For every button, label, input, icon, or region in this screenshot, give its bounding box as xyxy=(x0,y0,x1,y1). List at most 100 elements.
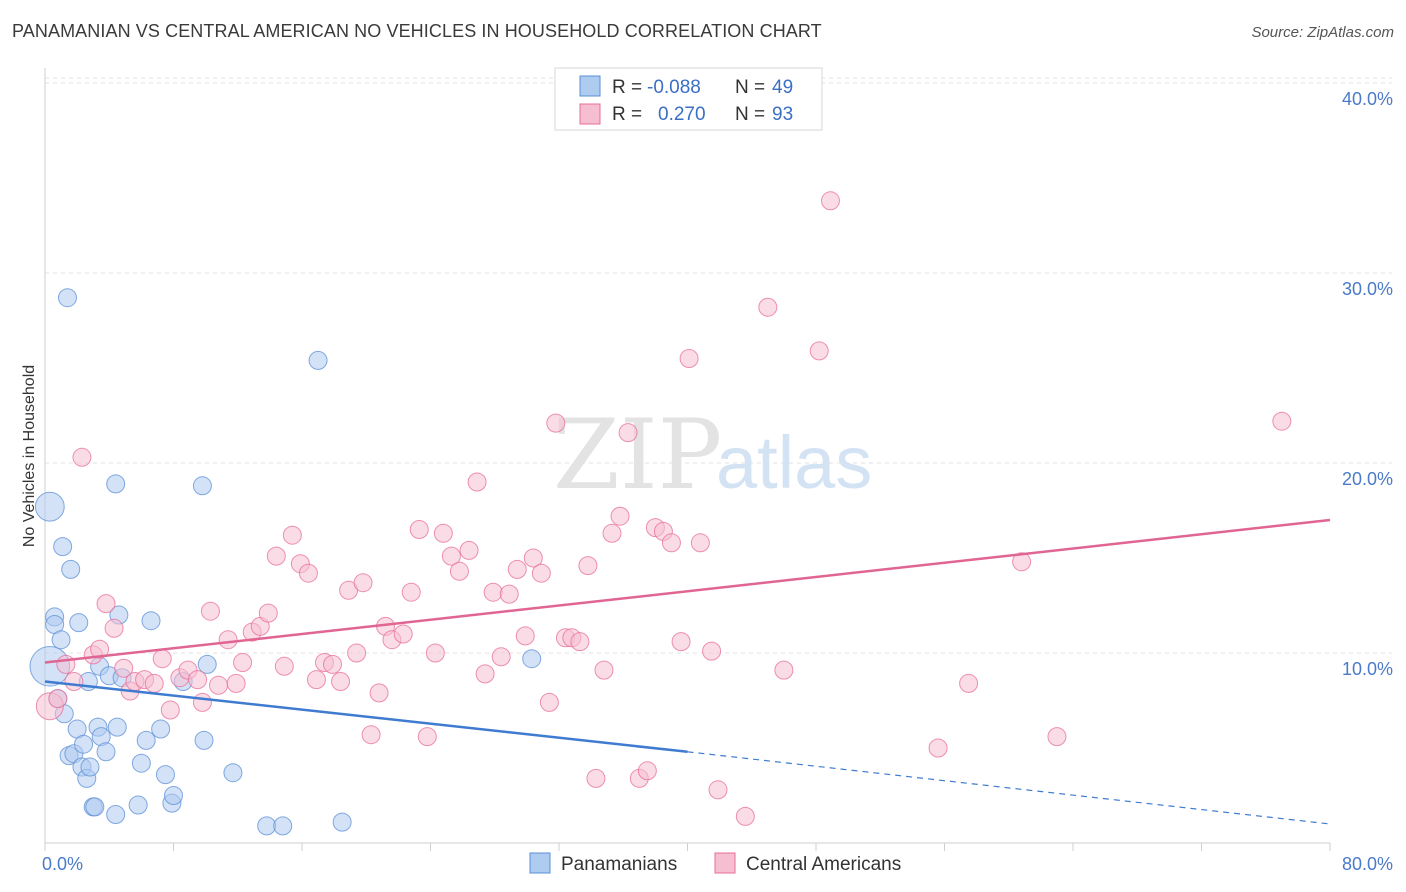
point-central-americans-51 xyxy=(449,561,469,581)
point-central-americans-56 xyxy=(491,647,511,667)
point-central-americans-38 xyxy=(347,643,367,663)
point-central-americans-86 xyxy=(809,341,829,361)
point-panamanians-32 xyxy=(131,753,151,773)
point-panamanians-41 xyxy=(194,730,214,750)
point-central-americans-59 xyxy=(515,626,535,646)
point-central-americans-77 xyxy=(661,533,681,553)
legend-n-label-2: N = xyxy=(735,104,765,125)
watermark: ZIP atlas xyxy=(553,399,872,511)
point-central-americans-21 xyxy=(208,675,228,695)
point-central-americans-79 xyxy=(679,349,699,368)
legend-n-label: N = xyxy=(735,77,765,98)
data-points xyxy=(29,191,1292,836)
point-central-americans-23 xyxy=(226,673,246,693)
bottom-legend-label-central-americans: Central Americans xyxy=(746,854,901,875)
point-central-americans-81 xyxy=(702,641,722,661)
chart-title: PANAMANIAN VS CENTRAL AMERICAN NO VEHICL… xyxy=(12,21,822,41)
point-central-americans-36 xyxy=(331,672,351,691)
bottom-legend-swatch-panamanians xyxy=(529,852,551,874)
point-central-americans-30 xyxy=(282,525,302,545)
point-panamanians-20 xyxy=(85,797,105,817)
legend-r-value-panamanians: -0.088 xyxy=(647,77,701,98)
point-panamanians-5 xyxy=(51,630,71,650)
point-central-americans-9 xyxy=(114,658,134,678)
point-central-americans-58 xyxy=(507,559,527,579)
point-central-americans-69 xyxy=(594,660,614,680)
point-central-americans-52 xyxy=(459,540,479,560)
point-central-americans-87 xyxy=(820,191,840,211)
watermark-zip: ZIP xyxy=(553,399,722,511)
point-central-americans-28 xyxy=(266,546,286,566)
point-central-americans-63 xyxy=(546,413,566,433)
point-central-americans-41 xyxy=(369,683,389,703)
point-central-americans-33 xyxy=(306,670,326,690)
point-central-americans-78 xyxy=(671,632,691,652)
point-panamanians-45 xyxy=(273,816,293,836)
point-panamanians-13 xyxy=(69,613,89,633)
point-central-americans-91 xyxy=(1047,727,1067,747)
point-central-americans-80 xyxy=(690,533,710,553)
point-panamanians-38 xyxy=(164,786,183,805)
point-central-americans-18 xyxy=(188,670,208,690)
point-central-americans-57 xyxy=(499,584,519,604)
point-panamanians-48 xyxy=(522,649,542,669)
point-panamanians-31 xyxy=(128,795,148,815)
bottom-legend-label-panamanians: Panamanians xyxy=(561,854,677,875)
point-central-americans-55 xyxy=(483,582,503,602)
point-central-americans-88 xyxy=(928,738,948,758)
point-central-americans-20 xyxy=(200,601,220,621)
legend-n-value-panamanians: 49 xyxy=(772,77,793,98)
point-central-americans-45 xyxy=(401,582,421,602)
legend-r-label-2: R = xyxy=(612,104,642,125)
point-central-americans-62 xyxy=(539,692,559,712)
point-central-americans-49 xyxy=(433,523,453,543)
trend-lines xyxy=(44,518,1331,825)
point-central-americans-19 xyxy=(192,692,212,712)
legend-r-value-central-americans: 0.270 xyxy=(658,104,706,125)
point-panamanians-42 xyxy=(197,654,217,674)
legend-swatch-panamanians xyxy=(579,75,601,97)
y-tick-labels: 10.0% 20.0% 30.0% 40.0% xyxy=(1342,89,1393,679)
point-central-americans-47 xyxy=(417,727,437,747)
point-central-americans-32 xyxy=(298,563,318,583)
point-central-americans-83 xyxy=(735,806,755,826)
point-panamanians-34 xyxy=(141,611,161,631)
x-tick-labels: 0.0% 80.0% xyxy=(42,854,1393,874)
point-panamanians-33 xyxy=(136,730,156,750)
trend-line-panamanians xyxy=(44,680,688,754)
point-panamanians-44 xyxy=(257,816,277,836)
point-central-americans-24 xyxy=(233,653,253,672)
point-panamanians-18 xyxy=(80,757,100,777)
point-central-americans-40 xyxy=(361,725,381,745)
point-central-americans-46 xyxy=(409,520,429,539)
point-central-americans-84 xyxy=(758,297,778,317)
legend-swatch-central-americans xyxy=(579,103,601,125)
trend-line-central-americans xyxy=(44,518,1331,664)
point-central-americans-22 xyxy=(218,630,238,650)
point-central-americans-7 xyxy=(96,594,116,614)
point-central-americans-54 xyxy=(475,664,495,684)
series-legend: Panamanians Central Americans xyxy=(529,852,901,875)
x-tick-label-min: 0.0% xyxy=(42,854,83,874)
y-tick-label-3: 40.0% xyxy=(1342,89,1393,109)
point-central-americans-48 xyxy=(425,643,445,663)
point-panamanians-30 xyxy=(106,474,126,494)
point-central-americans-68 xyxy=(586,768,606,788)
point-central-americans-85 xyxy=(774,660,794,680)
point-central-americans-71 xyxy=(610,506,630,526)
point-panamanians-10 xyxy=(61,559,81,579)
point-central-americans-70 xyxy=(602,523,622,543)
y-tick-label-2: 30.0% xyxy=(1342,279,1393,299)
point-central-americans-82 xyxy=(708,780,728,800)
point-panamanians-6 xyxy=(53,537,73,557)
point-central-americans-44 xyxy=(393,624,413,644)
point-central-americans-53 xyxy=(467,472,487,492)
point-central-americans-1 xyxy=(48,689,68,709)
point-central-americans-2 xyxy=(56,654,76,674)
trend-line-panamanians-extrapolated xyxy=(687,751,1331,825)
point-panamanians-47 xyxy=(332,812,352,832)
legend-r-label: R = xyxy=(612,77,642,98)
point-central-americans-67 xyxy=(578,556,598,576)
point-central-americans-15 xyxy=(160,700,180,720)
